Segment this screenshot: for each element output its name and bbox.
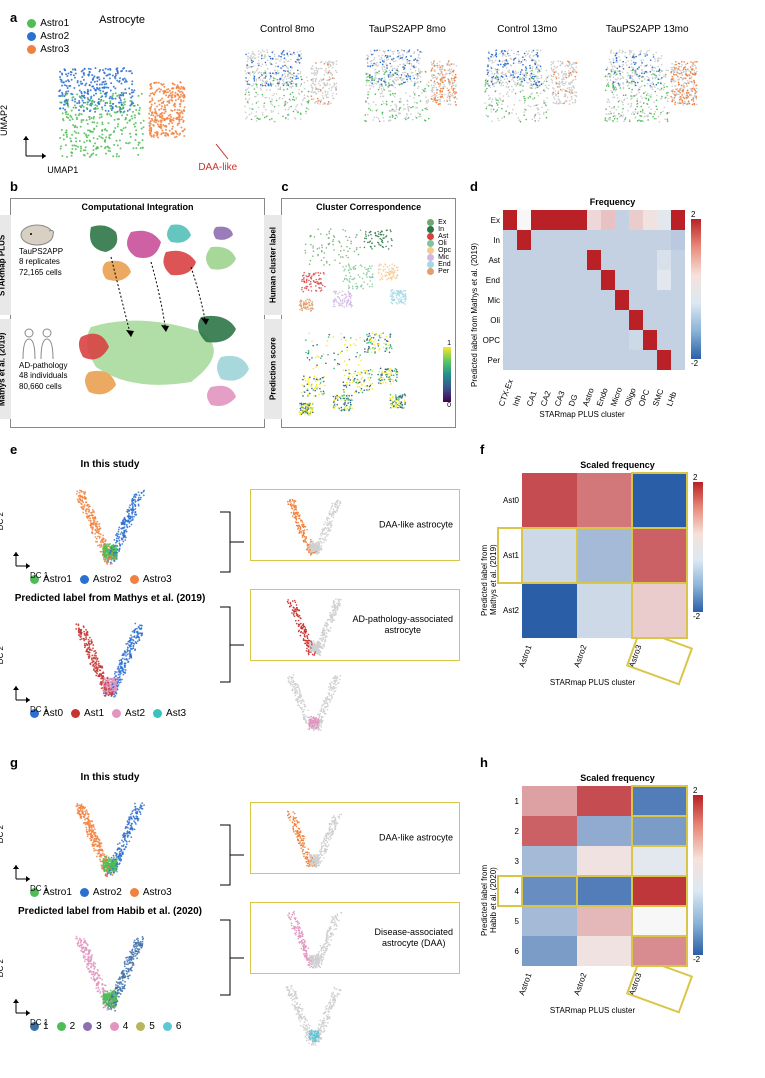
panel-f-xlabel: STARmap PLUS cluster	[498, 678, 687, 687]
heatmap-d: ExInAstEndMicOliOPCPerCTX-ExInhCA1CA2CA3…	[479, 210, 685, 408]
panel-label-a: a	[10, 10, 17, 165]
dc-e1	[10, 472, 210, 572]
g-title1: In this study	[10, 770, 210, 785]
legend-c: Ex In Ast Oli Opc Mic End Per	[427, 219, 451, 275]
vtab-starmap: STARmap PLUS	[0, 215, 11, 315]
panel-c: c Cluster Correspondence Human cluster l…	[281, 179, 456, 428]
e-box2: AD-pathology-associated astrocyte	[250, 589, 460, 661]
dc-g2	[10, 919, 210, 1019]
panel-d-title: Frequency	[470, 194, 755, 210]
g-box2: Disease-associated astrocyte (DAA)	[250, 902, 460, 974]
panel-c-title: Cluster Correspondence	[282, 199, 455, 215]
legend-e1: Astro1 Astro2 Astro3	[30, 574, 210, 585]
panel-label-d: d	[470, 179, 755, 194]
panel-label-e: e	[10, 442, 480, 457]
cond-2: Control 13mo	[467, 24, 587, 35]
integration-umap	[71, 217, 261, 427]
panel-f-ylabel: Predicted label from Mathys et al. (2019…	[480, 473, 498, 687]
panel-h-xlabel: STARmap PLUS cluster	[498, 1006, 687, 1015]
legend-astro1: Astro1	[40, 18, 69, 29]
panel-f: f Scaled frequency Predicted label from …	[480, 442, 755, 741]
panel-h-ylabel: Predicted label from Habib et al. (2020)	[480, 786, 498, 1015]
umap-conditions: Control 8mo TauPS2APP 8mo Control 13mo T…	[227, 24, 707, 165]
umap-cond-3	[592, 38, 707, 133]
bracket-g	[210, 770, 250, 1010]
heatmap-h: 123456Astro1Astro2Astro3	[498, 786, 687, 1004]
colorbar-h: 2 -2	[693, 786, 703, 1015]
colorbar-d: 2 -2	[691, 210, 701, 419]
panel-d: d Frequency Predicted label from Mathys …	[470, 179, 755, 428]
panel-e: e In this study DC 2 DC 1 Astro1 Astro2 …	[10, 442, 480, 741]
g-box3	[250, 978, 460, 1050]
colorbar-f: 2 -2	[693, 473, 703, 687]
panel-h: h Scaled frequency Predicted label from …	[480, 755, 755, 1054]
panel-h-title: Scaled frequency	[480, 770, 755, 786]
integration-box: Computational Integration STARmap PLUS M…	[10, 198, 265, 428]
legend-astro2: Astro2	[40, 31, 69, 42]
dot-astro1	[27, 19, 36, 28]
legend-g1: Astro1 Astro2 Astro3	[30, 887, 210, 898]
dc-g1	[10, 785, 210, 885]
e-box1: DAA-like astrocyte	[250, 489, 460, 561]
vtab-human: Human cluster label	[264, 215, 282, 315]
heatmap-f: Ast0Ast1Ast2Astro1Astro2Astro3	[498, 473, 687, 676]
umap-main-svg	[42, 55, 197, 165]
panel-f-title: Scaled frequency	[480, 457, 755, 473]
panel-label-g: g	[10, 755, 480, 770]
umap-main	[42, 55, 197, 165]
cond-0: Control 8mo	[227, 24, 347, 35]
starmap-info: TauPS2APP 8 replicates 72,165 cells	[19, 221, 63, 278]
legend-a: Astro1 Astro2 Astro3	[27, 18, 69, 55]
e-title2: Predicted label from Mathys et al. (2019…	[10, 591, 210, 606]
cond-1: TauPS2APP 8mo	[347, 24, 467, 35]
cluster-bot-svg	[288, 321, 418, 421]
panel-a-title: Astrocyte	[99, 14, 145, 55]
panel-label-b: b	[10, 179, 267, 194]
g-title2: Predicted label from Habib et al. (2020)	[10, 904, 210, 919]
panel-d-xlabel: STARmap PLUS cluster	[479, 410, 685, 419]
pred-colorbar: 1 0	[443, 340, 451, 409]
vtab-mathys: Mathys et al. (2019)	[0, 319, 11, 419]
panel-g: g In this study DC 2 DC 1 Astro1 Astro2 …	[10, 755, 480, 1054]
mathys-info: AD-pathology 48 individuals 80,660 cells	[19, 327, 67, 392]
e-box3	[250, 665, 460, 737]
panel-label-c: c	[281, 179, 456, 194]
umap-cond-2	[472, 38, 587, 133]
panel-label-h: h	[480, 755, 755, 770]
cond-3: TauPS2APP 13mo	[587, 24, 707, 35]
dot-astro3	[27, 45, 36, 54]
umap-cond-1	[352, 38, 467, 133]
umap-x-label: UMAP1	[47, 165, 78, 175]
legend-astro3: Astro3	[40, 44, 69, 55]
daa-label: DAA-like	[198, 162, 237, 173]
cluster-box: Cluster Correspondence Human cluster lab…	[281, 198, 456, 428]
g-box1: DAA-like astrocyte	[250, 802, 460, 874]
dot-astro2	[27, 32, 36, 41]
panel-d-ylabel: Predicted label from Mathys et al. (2019…	[470, 210, 479, 419]
panel-a: a Astro1 Astro2 Astro3 Astrocyte	[10, 10, 755, 165]
umap-y-label: UMAP2	[0, 105, 9, 136]
e-title1: In this study	[10, 457, 210, 472]
umap-cond-0	[232, 38, 347, 133]
panel-b-title: Computational Integration	[11, 199, 264, 215]
panel-label-f: f	[480, 442, 755, 457]
legend-g2: 1 2 3 4 5 6	[30, 1021, 210, 1032]
bracket-e	[210, 457, 250, 697]
panel-b: b Computational Integration STARmap PLUS…	[10, 179, 267, 428]
dc-e2	[10, 606, 210, 706]
axis-arrows	[21, 131, 51, 161]
cluster-top-svg	[288, 217, 418, 317]
legend-e2: Ast0 Ast1 Ast2 Ast3	[30, 708, 210, 719]
vtab-pred: Prediction score	[264, 319, 282, 419]
